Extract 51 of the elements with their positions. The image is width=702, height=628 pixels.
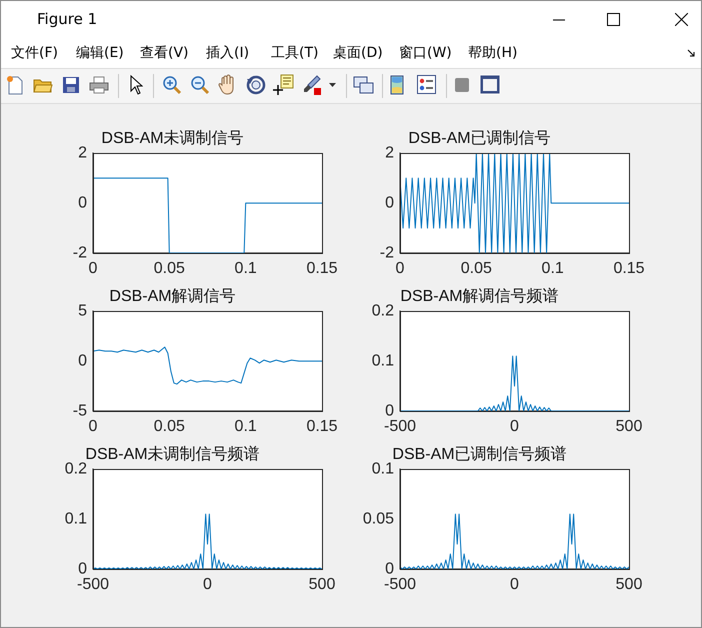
y-tick-label: -2 (72, 244, 88, 262)
x-tick-label: 0.1 (542, 260, 564, 278)
y-tick-label: 0 (78, 194, 88, 212)
chart-title: DSB-AM解调信号频谱 (400, 287, 559, 306)
text: 窗口(W) (399, 44, 452, 62)
y-tick-label: 0 (385, 560, 394, 578)
chart-title: DSB-AM未调制信号 (101, 129, 244, 148)
x-tick-label: 0.05 (460, 260, 492, 278)
x-tick-label: 0.1 (234, 418, 257, 436)
y-tick-label: 0 (78, 352, 88, 370)
x-tick-label: 0 (510, 576, 520, 594)
x-tick-label: 500 (616, 576, 642, 594)
y-tick-label: 0 (385, 194, 394, 212)
y-tick-label: 0 (78, 560, 88, 578)
y-tick-label: 0.1 (64, 510, 88, 528)
x-tick-label: 500 (616, 418, 642, 436)
x-tick-label: 500 (308, 576, 336, 594)
x-tick-label: 0.05 (154, 418, 186, 436)
x-tick-label: 0 (510, 418, 520, 436)
chart-title: DSB-AM已调制信号 (408, 129, 551, 148)
chart-title: DSB-AM已调制信号频谱 (392, 445, 567, 464)
y-tick-label: 0.2 (64, 460, 88, 478)
text: 工具(T) (271, 44, 318, 62)
y-tick-label: 0 (385, 402, 394, 420)
x-tick-label: -500 (384, 418, 416, 436)
text: 帮助(H) (468, 44, 518, 62)
x-tick-label: -500 (76, 576, 110, 594)
text: Figure 1 (37, 10, 98, 28)
y-tick-label: 0.05 (362, 510, 394, 528)
y-tick-label: 0.2 (372, 302, 394, 320)
y-tick-label: -2 (380, 244, 394, 262)
text: 查看(V) (140, 44, 189, 62)
x-tick-label: 0.15 (613, 260, 645, 278)
x-tick-label: 0.15 (306, 418, 338, 436)
x-tick-label: 0.15 (306, 260, 338, 278)
y-tick-label: 2 (385, 144, 394, 162)
text: 桌面(D) (333, 44, 383, 62)
y-tick-label: -5 (72, 402, 88, 420)
text: 编辑(E) (76, 44, 124, 62)
y-tick-label: 5 (78, 302, 88, 320)
chart-title: DSB-AM未调制信号频谱 (85, 445, 260, 464)
x-tick-label: 0.1 (234, 260, 257, 278)
y-tick-label: 0.1 (372, 352, 394, 370)
x-tick-label: 0 (203, 576, 212, 594)
x-tick-label: 0.05 (154, 260, 186, 278)
y-tick-label: 2 (78, 144, 88, 162)
text: 插入(I) (206, 44, 250, 62)
x-tick-label: -500 (384, 576, 416, 594)
text: 文件(F) (11, 44, 58, 62)
y-tick-label: 0.1 (372, 460, 394, 478)
chart-title: DSB-AM解调信号 (109, 288, 236, 306)
